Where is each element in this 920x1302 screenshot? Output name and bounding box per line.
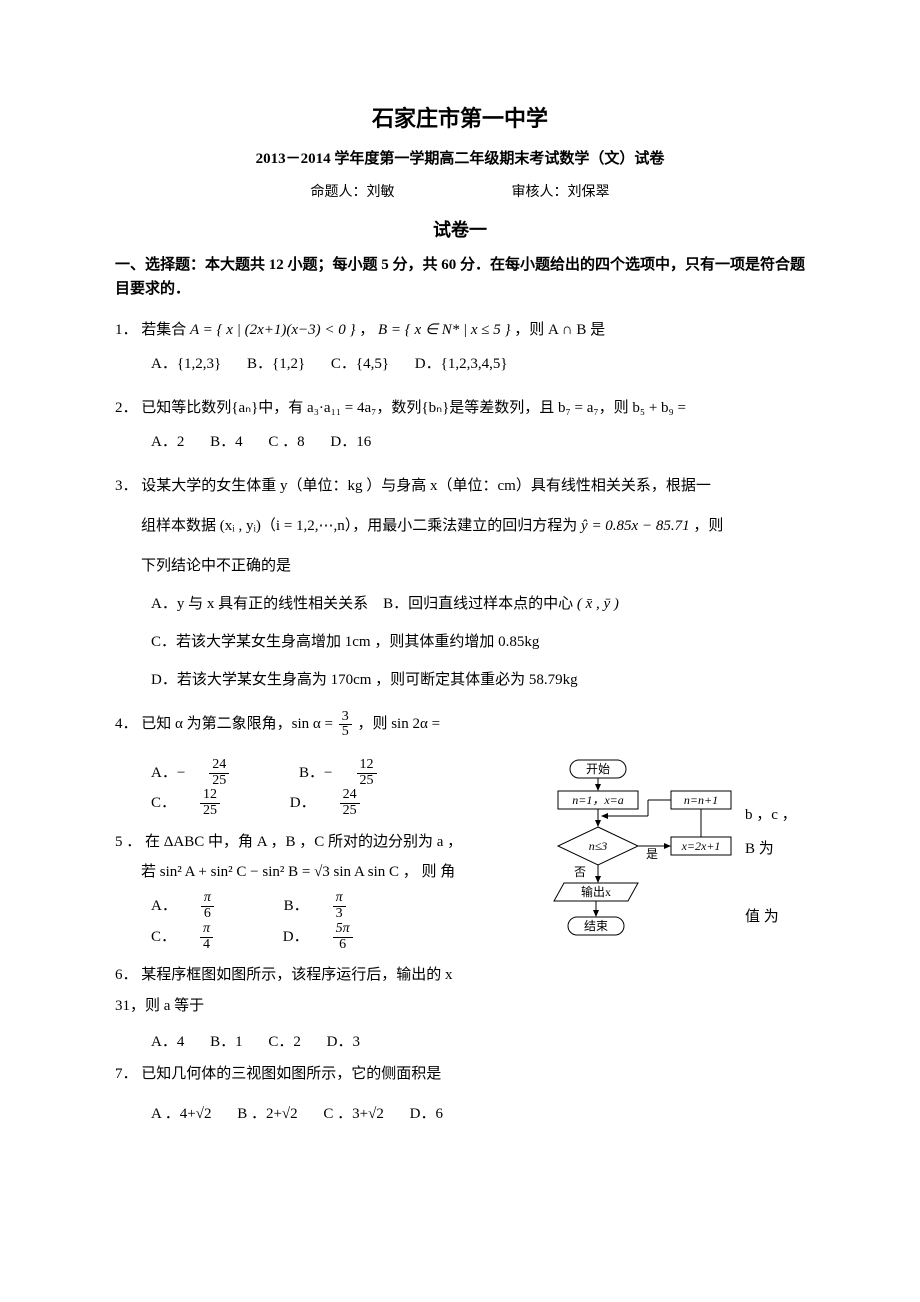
author-name: 刘敏 bbox=[367, 181, 395, 205]
q6-option-b: B．1 bbox=[210, 1030, 243, 1056]
flowchart-svg: 开始 n=1，x=a n≤3 是 x=2x+1 n=n+1 否 bbox=[530, 758, 745, 963]
q7-option-a: A ．4+√2 bbox=[151, 1099, 211, 1129]
q7-option-c: C ．3+√2 bbox=[323, 1099, 383, 1129]
q1-option-c: C．{4,5} bbox=[331, 349, 389, 379]
q3-line3: 下列结论中不正确的是 bbox=[115, 551, 805, 581]
flowchart-diagram: 开始 n=1，x=a n≤3 是 x=2x+1 n=n+1 否 bbox=[530, 758, 745, 969]
q1-mid: ， bbox=[359, 322, 378, 338]
q6-options: A．4 B．1 C．2 D．3 bbox=[115, 1030, 805, 1056]
q3-line2-pre: 组样本数据 (xᵢ , yᵢ)（i = 1,2,⋯,n），用最小二乘法建立的回归… bbox=[141, 518, 581, 534]
section-instruction: 一、选择题：本大题共 12 小题；每小题 5 分，共 60 分．在每小题给出的四… bbox=[115, 253, 805, 301]
q3-option-b-pre: B．回归直线过样本点的中心 bbox=[383, 596, 577, 612]
q7-option-b: B ．2+√2 bbox=[237, 1099, 297, 1129]
q5-line1-right: b ，c ， bbox=[745, 800, 805, 830]
question-7: 7． 已知几何体的三视图如图所示，它的侧面积是 A ．4+√2 B ．2+√2 … bbox=[115, 1059, 805, 1129]
reviewer-prefix: 审核人： bbox=[512, 181, 568, 205]
exam-subtitle: 2013－2014 学年度第一学期高二年级期末考试数学（文）试卷 bbox=[115, 147, 805, 173]
q2-stem: 已知等比数列{aₙ}中，有 a₃·a₁₁ = 4a₇，数列{bₙ}是等差数列，且… bbox=[141, 400, 686, 416]
q1-stem-pre: 若集合 bbox=[141, 322, 190, 338]
flow-inc: n=n+1 bbox=[684, 793, 718, 807]
q5-option-c: C．π4 bbox=[151, 922, 257, 953]
q2-option-a: A．2 bbox=[151, 427, 184, 457]
reviewer-name: 刘保翠 bbox=[568, 181, 610, 205]
q3-regression-eq: ŷ = 0.85x − 85.71 bbox=[581, 518, 690, 534]
q3-option-d: D．若该大学某女生身高为 170cm ，则可断定其体重必为 58.79kg bbox=[151, 665, 805, 695]
q3-option-a: A．y 与 x 具有正的线性相关关系 bbox=[151, 596, 368, 612]
flow-init: n=1，x=a bbox=[572, 793, 624, 807]
q5-option-b: B．π3 bbox=[284, 891, 390, 922]
q1-set-a: A = { x | (2x+1)(x−3) < 0 } bbox=[190, 322, 355, 338]
q4-option-c: C．1225 bbox=[151, 788, 264, 818]
q5-option-d: D．5π6 bbox=[283, 922, 397, 953]
q1-option-b: B．{1,2} bbox=[247, 349, 305, 379]
q4-stem-post: ，则 sin 2α = bbox=[357, 716, 440, 732]
school-title: 石家庄市第一中学 bbox=[115, 100, 805, 137]
q2-option-b: B．4 bbox=[210, 427, 243, 457]
q5-line2-left: 若 sin² A + sin² C − sin² B = √3 sin A si… bbox=[141, 864, 455, 880]
q3-line1: 设某大学的女生体重 y（单位：kg ）与身高 x（单位：cm）具有线性相关关系，… bbox=[141, 478, 711, 494]
q3-option-c: C．若该大学某女生身高增加 1cm ，则其体重约增加 0.85kg bbox=[151, 627, 805, 657]
q7-option-d: D．6 bbox=[410, 1099, 443, 1129]
author-line: 命题人：刘敏 审核人：刘保翠 bbox=[115, 181, 805, 205]
question-5: 5 ． 在 ΔABC 中，角 A ，B ，C 所对的边分别为 a ， 若 sin… bbox=[115, 827, 524, 953]
q4-sin-fraction: 3 5 bbox=[339, 710, 352, 740]
q6-option-a: A．4 bbox=[151, 1030, 184, 1056]
q3-line2-post: ，则 bbox=[693, 518, 723, 534]
q6-line1-right: 值 为 bbox=[745, 902, 805, 932]
question-6: 6． 某程序框图如图所示，该程序运行后，输出的 x bbox=[115, 960, 524, 990]
flow-cond: n≤3 bbox=[589, 839, 608, 853]
q6-option-c: C．2 bbox=[268, 1030, 301, 1056]
flow-output: 输出x bbox=[581, 884, 611, 899]
q4-number: 4． bbox=[115, 716, 138, 732]
flow-end: 结束 bbox=[584, 919, 608, 933]
q1-number: 1． bbox=[115, 322, 138, 338]
q1-tail: ，则 A ∩ B 是 bbox=[514, 322, 605, 338]
q5-line1-left: 在 ΔABC 中，角 A ，B ，C 所对的边分别为 a ， bbox=[145, 834, 462, 850]
q2-number: 2． bbox=[115, 400, 138, 416]
q4-options: A．−2425 B．−1225 C．1225 D．2425 bbox=[115, 758, 524, 819]
flow-start: 开始 bbox=[586, 762, 610, 776]
right-spill-column: b ，c ， B 为 值 为 bbox=[745, 754, 805, 932]
q2-option-d: D．16 bbox=[330, 427, 371, 457]
q4-option-d: D．2425 bbox=[290, 788, 404, 818]
q5-option-a: A．π6 bbox=[151, 891, 258, 922]
q6-line2: 31，则 a 等于 bbox=[115, 994, 805, 1020]
q6-line1-left: 某程序框图如图所示，该程序运行后，输出的 x bbox=[141, 967, 452, 983]
question-3: 3． 设某大学的女生体重 y（单位：kg ）与身高 x（单位：cm）具有线性相关… bbox=[115, 471, 805, 695]
q4-stem-pre: 已知 α 为第二象限角，sin α = bbox=[141, 716, 336, 732]
q1-set-b: B = { x ∈ N* | x ≤ 5 } bbox=[378, 322, 511, 338]
q3-number: 3． bbox=[115, 478, 138, 494]
flow-update: x=2x+1 bbox=[681, 839, 721, 853]
q6-option-d: D．3 bbox=[327, 1030, 360, 1056]
q7-stem: 已知几何体的三视图如图所示，它的侧面积是 bbox=[141, 1066, 441, 1082]
q6-number: 6． bbox=[115, 967, 138, 983]
q456-flowchart-row: A．−2425 B．−1225 C．1225 D．2425 5 ． 在 ΔABC… bbox=[115, 754, 805, 994]
q1-option-a: A．{1,2,3} bbox=[151, 349, 221, 379]
q5-number: 5 ． bbox=[115, 834, 141, 850]
q3-option-b-center: ( x̄ , ȳ ) bbox=[577, 596, 619, 612]
q4-sin-num: 3 bbox=[339, 710, 352, 726]
q4-option-a: A．−2425 bbox=[151, 758, 273, 788]
flow-no: 否 bbox=[574, 865, 586, 879]
q7-number: 7． bbox=[115, 1066, 138, 1082]
q4-option-b: B．−1225 bbox=[299, 758, 420, 788]
q4-sin-den: 5 bbox=[339, 725, 352, 740]
q5-line2-right: B 为 bbox=[745, 834, 805, 864]
flow-yes: 是 bbox=[646, 847, 658, 861]
author-prefix: 命题人： bbox=[311, 181, 367, 205]
q1-option-d: D．{1,2,3,4,5} bbox=[415, 349, 508, 379]
q2-option-c: C ．8 bbox=[268, 427, 304, 457]
question-4: 4． 已知 α 为第二象限角，sin α = 3 5 ，则 sin 2α = bbox=[115, 709, 805, 740]
question-2: 2． 已知等比数列{aₙ}中，有 a₃·a₁₁ = 4a₇，数列{bₙ}是等差数… bbox=[115, 393, 805, 457]
paper-section-label: 试卷一 bbox=[115, 215, 805, 246]
question-1: 1． 若集合 A = { x | (2x+1)(x−3) < 0 } ， B =… bbox=[115, 315, 805, 379]
